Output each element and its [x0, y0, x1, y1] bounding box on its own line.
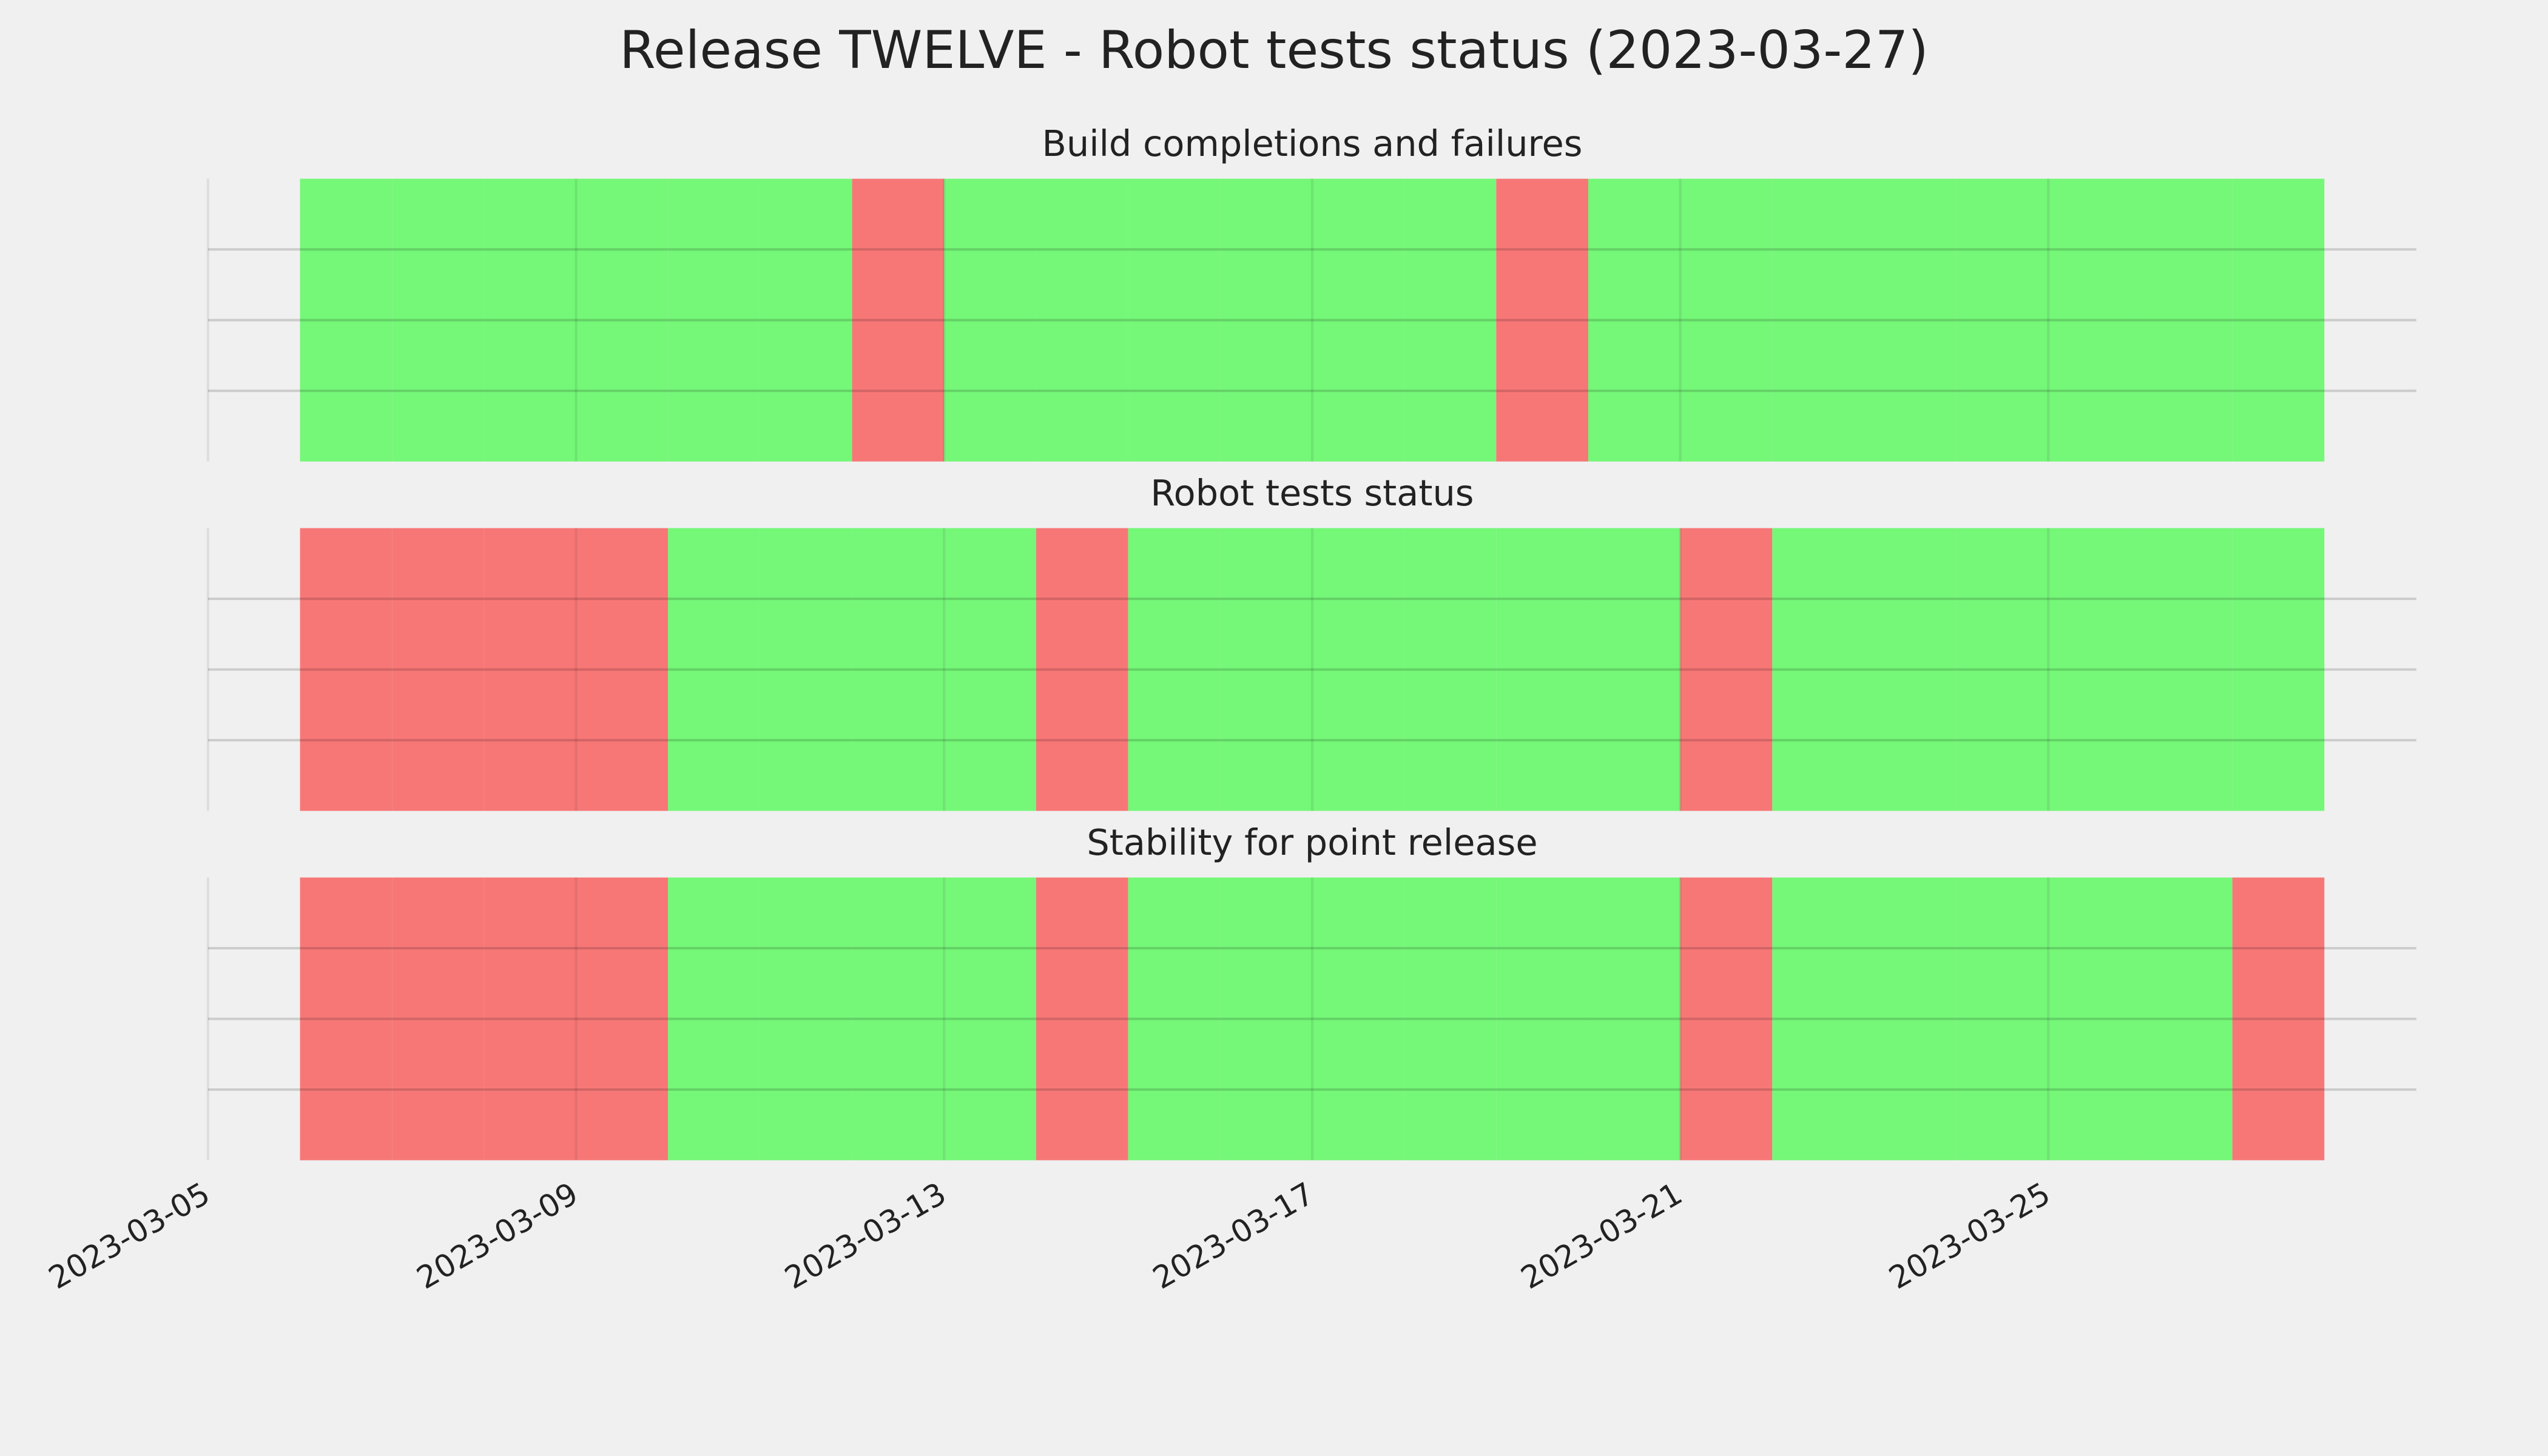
status-bar — [484, 528, 576, 811]
status-bar — [1496, 877, 1588, 1161]
status-bar — [1128, 528, 1221, 811]
status-bar — [2140, 178, 2233, 462]
status-bar — [668, 178, 760, 462]
status-bar — [392, 178, 484, 462]
status-bar — [576, 528, 669, 811]
status-bar — [1036, 877, 1128, 1161]
status-bar — [1680, 178, 1773, 462]
status-bar — [1772, 877, 1864, 1161]
status-bar — [760, 528, 852, 811]
status-bar — [1588, 178, 1680, 462]
panel-title: Build completions and failures — [1042, 123, 1582, 164]
status-bar — [944, 178, 1036, 462]
status-bar — [1680, 877, 1773, 1161]
status-bar — [2232, 528, 2325, 811]
status-bar — [1772, 528, 1864, 811]
status-bar — [1312, 178, 1404, 462]
status-bar — [1956, 178, 2049, 462]
status-bar — [1864, 877, 1956, 1161]
status-bar — [1220, 877, 1312, 1161]
status-bar — [1588, 877, 1680, 1161]
status-bar — [944, 877, 1036, 1161]
panel-title: Stability for point release — [1087, 821, 1537, 863]
status-bar — [852, 178, 945, 462]
status-bar — [1128, 877, 1221, 1161]
status-bar — [2140, 877, 2233, 1161]
status-bar — [1220, 528, 1312, 811]
status-bar — [1772, 178, 1864, 462]
status-bar — [1864, 178, 1956, 462]
status-bar — [1404, 178, 1497, 462]
status-bar — [852, 528, 945, 811]
status-bar — [1220, 178, 1312, 462]
status-bar — [484, 877, 576, 1161]
status-bar — [2048, 178, 2141, 462]
status-bar — [668, 877, 760, 1161]
chart-title: Release TWELVE - Robot tests status (202… — [619, 20, 1929, 81]
status-bar — [760, 877, 852, 1161]
status-bar — [2048, 877, 2141, 1161]
status-bar — [392, 877, 484, 1161]
status-bar — [2140, 528, 2233, 811]
status-bar — [1496, 178, 1588, 462]
status-bar — [300, 528, 393, 811]
status-bar — [1312, 877, 1404, 1161]
status-bar — [1128, 178, 1221, 462]
status-bar — [1496, 528, 1588, 811]
status-bar — [2048, 528, 2141, 811]
status-bar — [300, 877, 393, 1161]
status-bar — [1404, 528, 1497, 811]
panel-title: Robot tests status — [1150, 472, 1474, 514]
status-bar — [392, 528, 484, 811]
status-bar — [852, 877, 945, 1161]
status-bar — [944, 528, 1036, 811]
status-bar — [576, 877, 669, 1161]
status-bar — [1588, 528, 1680, 811]
status-bar — [2232, 877, 2325, 1161]
status-bar — [1036, 528, 1128, 811]
status-bar — [2232, 178, 2325, 462]
status-bar — [1036, 178, 1128, 462]
status-bar — [300, 178, 393, 462]
status-bar — [1312, 528, 1404, 811]
status-bar — [1680, 528, 1773, 811]
status-bar — [484, 178, 576, 462]
status-bar — [668, 528, 760, 811]
status-bar — [576, 178, 669, 462]
status-bar — [1864, 528, 1956, 811]
status-bar — [1956, 528, 2049, 811]
status-bar — [1404, 877, 1497, 1161]
status-bar — [760, 178, 852, 462]
status-bar — [1956, 877, 2049, 1161]
